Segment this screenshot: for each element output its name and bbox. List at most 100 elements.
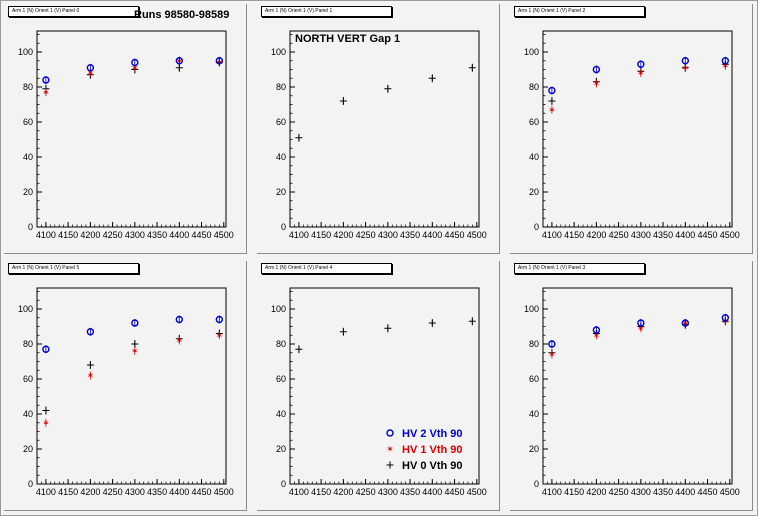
svg-text:✶: ✶	[593, 80, 601, 90]
y-tick-label: 60	[23, 117, 33, 127]
x-tick-label: 4100	[289, 230, 309, 240]
legend: HV 2 Vth 90 ✶ HV 1 Vth 90 HV 0 Vth 90	[386, 428, 462, 472]
pad-1: Arm 1 (N) Orient 1 (V) Panel 1 0 20 40 60 80…	[257, 4, 500, 254]
svg-text:✶: ✶	[548, 351, 556, 361]
data-point-hv0	[295, 345, 303, 353]
legend-label: HV 1 Vth 90	[402, 444, 463, 456]
x-tick-label: 4400	[675, 487, 695, 497]
data-point-hv0	[295, 134, 303, 142]
x-tick-label: 4250	[609, 487, 629, 497]
x-tick-label: 4350	[400, 230, 420, 240]
y-tick-label: 20	[529, 187, 539, 197]
data-point-hv0	[548, 97, 556, 105]
x-tick-label: 4500	[214, 487, 234, 497]
data-point-hv2	[548, 86, 556, 95]
plot-5: 0 20 40 60 80 100 4100 4150 4200 4250 4300 4350 4400…	[524, 287, 740, 497]
x-tick-label: 4150	[58, 487, 78, 497]
plot-annotation: Runs 98580-98589	[134, 9, 229, 21]
y-tick-label: 60	[23, 374, 33, 384]
x-tick-label: 4350	[653, 487, 673, 497]
x-tick-label: 4150	[564, 487, 584, 497]
x-tick-label: 4300	[631, 487, 651, 497]
svg-text:✶: ✶	[548, 106, 556, 116]
pad-4: Arm 1 (N) Orient 1 (V) Panel 4 0 20 40 60 80…	[257, 261, 500, 511]
data-point-hv1: ✶	[548, 351, 556, 361]
x-tick-label: 4200	[586, 487, 606, 497]
data-point-hv0	[468, 317, 476, 325]
data-point-hv1: ✶	[722, 62, 730, 72]
data-point-hv1: ✶	[131, 347, 139, 357]
y-tick-label: 100	[18, 47, 33, 57]
data-point-hv1: ✶	[42, 88, 50, 98]
svg-text:✶: ✶	[42, 419, 50, 429]
data-point-hv0	[468, 64, 476, 72]
data-point-hv0	[175, 64, 183, 72]
y-tick-label: 0	[534, 479, 539, 489]
data-point-hv2	[592, 65, 601, 74]
x-tick-label: 4500	[467, 230, 487, 240]
x-tick-label: 4150	[311, 487, 331, 497]
data-point-hv1: ✶	[131, 64, 139, 74]
y-tick-label: 20	[529, 444, 539, 454]
pad-title: Arm 1 (N) Orient 1 (V) Panel 1	[261, 6, 392, 17]
x-tick-label: 4450	[192, 487, 212, 497]
y-tick-label: 20	[276, 444, 286, 454]
y-tick-label: 100	[524, 304, 539, 314]
x-tick-label: 4500	[214, 230, 234, 240]
x-tick-label: 4250	[103, 230, 123, 240]
data-point-hv1: ✶	[216, 331, 224, 341]
x-tick-label: 4450	[192, 230, 212, 240]
data-point-hv2	[721, 57, 730, 65]
data-point-hv2	[86, 64, 95, 72]
svg-text:✶: ✶	[722, 62, 730, 72]
data-point-hv0	[428, 319, 436, 327]
x-tick-label: 4450	[445, 230, 465, 240]
data-point-hv1: ✶	[176, 337, 184, 347]
data-point-hv2	[637, 319, 645, 327]
x-tick-label: 4500	[720, 230, 740, 240]
pad-title: Arm 1 (N) Orient 1 (V) Panel 5	[8, 263, 139, 274]
y-tick-label: 100	[271, 47, 286, 57]
x-tick-label: 4300	[125, 487, 145, 497]
x-tick-label: 4400	[169, 230, 189, 240]
y-tick-label: 40	[23, 152, 33, 162]
x-tick-label: 4350	[653, 230, 673, 240]
data-point-hv2	[42, 345, 50, 353]
data-point-hv1: ✶	[682, 64, 690, 74]
data-point-hv2	[215, 57, 224, 65]
y-tick-label: 100	[524, 47, 539, 57]
data-point-hv0	[339, 97, 347, 105]
data-point-hv2	[131, 58, 139, 67]
y-tick-label: 40	[276, 409, 286, 419]
x-tick-label: 4100	[36, 230, 56, 240]
data-point-hv1: ✶	[87, 69, 95, 79]
data-point-hv0	[384, 324, 392, 332]
data-point-hv0	[384, 85, 392, 93]
x-tick-label: 4200	[333, 487, 353, 497]
y-tick-label: 20	[23, 444, 33, 454]
y-tick-label: 80	[529, 82, 539, 92]
svg-text:✶: ✶	[593, 331, 601, 341]
x-tick-label: 4300	[378, 487, 398, 497]
data-point-hv1: ✶	[722, 317, 730, 327]
data-point-hv1: ✶	[548, 106, 556, 116]
x-tick-label: 4200	[80, 487, 100, 497]
y-tick-label: 60	[529, 117, 539, 127]
data-point-hv1: ✶	[593, 80, 601, 90]
svg-text:✶: ✶	[637, 69, 645, 79]
y-tick-label: 100	[18, 304, 33, 314]
legend-marker-hv2	[386, 429, 394, 437]
x-tick-label: 4100	[36, 487, 56, 497]
x-tick-label: 4250	[103, 487, 123, 497]
data-point-hv1: ✶	[637, 69, 645, 79]
data-point-hv1: ✶	[87, 372, 95, 382]
data-point-hv0	[131, 340, 139, 348]
y-tick-label: 40	[23, 409, 33, 419]
svg-text:✶: ✶	[131, 64, 139, 74]
x-tick-label: 4400	[422, 230, 442, 240]
x-tick-label: 4350	[147, 487, 167, 497]
x-tick-label: 4250	[356, 487, 376, 497]
x-tick-label: 4300	[378, 230, 398, 240]
data-point-hv2	[681, 57, 690, 65]
data-point-hv2	[548, 340, 556, 348]
